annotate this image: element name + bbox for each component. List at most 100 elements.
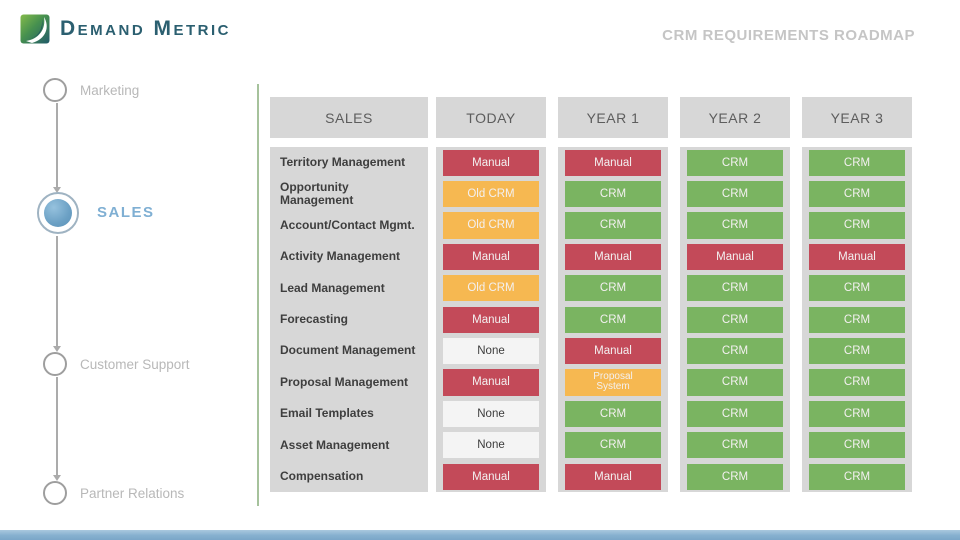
row-label: Document Management — [280, 343, 416, 358]
column-header-sales: SALES — [270, 97, 428, 138]
table-row-label-cell: Opportunity Management — [270, 178, 428, 209]
status-chip: None — [443, 400, 539, 427]
table-cell: None — [436, 398, 546, 429]
status-chip: CRM — [809, 432, 905, 459]
table-cell: Old CRM — [436, 178, 546, 209]
table-cell: CRM — [802, 335, 912, 366]
table-cell: CRM — [802, 367, 912, 398]
data-column-today: Manual Old CRM Old CRM Manual Old CRM Manual N… — [436, 147, 546, 493]
timeline-node-sales-dot — [44, 199, 72, 227]
data-column-year2: CRM CRM CRM Manual CRM CRM CRM CRM CRM CRM CRM — [680, 147, 790, 493]
table-cell: Manual — [802, 241, 912, 272]
timeline-label-marketing: Marketing — [80, 83, 140, 98]
status-chip: CRM — [809, 180, 905, 208]
table-cell: CRM — [680, 335, 790, 366]
page-title: CRM REQUIREMENTS ROADMAP — [662, 27, 915, 44]
status-chip: Manual — [443, 369, 539, 396]
table-cell: CRM — [558, 210, 668, 241]
status-chip: CRM — [809, 149, 905, 176]
status-chip: Old CRM — [443, 275, 539, 302]
status-chip: None — [443, 432, 539, 459]
status-chip: Manual — [565, 463, 661, 490]
table-cell: Manual — [436, 147, 546, 178]
status-chip: CRM — [809, 306, 905, 333]
status-chip: Manual — [687, 243, 783, 270]
table-cell: CRM — [680, 461, 790, 492]
table-cell: CRM — [802, 147, 912, 178]
row-labels-column: Territory Management Opportunity Manageme… — [270, 147, 428, 493]
vertical-divider-line — [257, 84, 259, 506]
status-chip: CRM — [687, 463, 783, 490]
status-chip: Proposal System — [565, 369, 661, 396]
table-cell: CRM — [558, 273, 668, 304]
brand-logo-text: Demand Metric — [60, 17, 231, 40]
status-chip: None — [443, 337, 539, 365]
status-chip: CRM — [809, 369, 905, 396]
column-header-year2: YEAR 2 — [680, 97, 790, 138]
table-cell: CRM — [680, 147, 790, 178]
brand-logo: Demand Metric — [20, 14, 231, 44]
row-label: Email Templates — [280, 406, 374, 421]
table-cell: CRM — [802, 461, 912, 492]
status-chip: CRM — [687, 432, 783, 459]
table-cell: CRM — [558, 304, 668, 335]
table-cell: Manual — [558, 335, 668, 366]
status-chip: Old CRM — [443, 212, 539, 239]
status-chip: CRM — [687, 149, 783, 176]
row-label: Lead Management — [280, 280, 385, 295]
status-chip: CRM — [565, 180, 661, 208]
status-chip: Manual — [443, 306, 539, 333]
row-label: Opportunity Management — [280, 179, 354, 208]
roadmap-table: SALES TODAY YEAR 1 YEAR 2 YEAR 3 Territo… — [270, 97, 912, 493]
timeline-connector — [53, 103, 61, 193]
timeline-connector — [53, 377, 61, 481]
table-row-label-cell: Compensation — [270, 461, 428, 492]
status-chip: Manual — [443, 149, 539, 176]
status-chip: CRM — [809, 275, 905, 302]
table-row-label-cell: Asset Management — [270, 430, 428, 461]
table-row-label-cell: Activity Management — [270, 241, 428, 272]
table-cell: CRM — [680, 398, 790, 429]
row-label: Activity Management — [280, 249, 401, 264]
timeline-node-partner-relations — [43, 481, 67, 505]
status-chip: Manual — [443, 463, 539, 490]
table-row-label-cell: Document Management — [270, 335, 428, 366]
data-column-year3: CRM CRM CRM Manual CRM CRM CRM CRM CRM CRM CRM — [802, 147, 912, 493]
status-chip: CRM — [687, 180, 783, 208]
table-row-label-cell: Email Templates — [270, 398, 428, 429]
table-cell: CRM — [802, 398, 912, 429]
table-row-label-cell: Territory Management — [270, 147, 428, 178]
status-chip: CRM — [565, 400, 661, 427]
table-cell: CRM — [558, 430, 668, 461]
table-cell: CRM — [802, 178, 912, 209]
table-cell: None — [436, 430, 546, 461]
table-row-label-cell: Lead Management — [270, 273, 428, 304]
column-header-today: TODAY — [436, 97, 546, 138]
status-chip: CRM — [809, 400, 905, 427]
table-cell: CRM — [680, 304, 790, 335]
status-chip: Manual — [809, 243, 905, 270]
row-label: Forecasting — [280, 312, 349, 327]
table-cell: CRM — [802, 210, 912, 241]
status-chip: Manual — [443, 243, 539, 270]
table-cell: CRM — [680, 273, 790, 304]
table-cell: Manual — [436, 304, 546, 335]
timeline-connector — [53, 236, 61, 352]
row-label: Proposal Management — [280, 374, 409, 389]
row-label: Territory Management — [280, 155, 406, 170]
row-label: Compensation — [280, 469, 364, 483]
table-cell: Manual — [558, 147, 668, 178]
table-cell: Old CRM — [436, 273, 546, 304]
table-cell: Manual — [436, 461, 546, 492]
table-header-row: SALES TODAY YEAR 1 YEAR 2 YEAR 3 — [270, 97, 912, 138]
brand-logo-icon — [20, 14, 50, 44]
table-body: Territory Management Opportunity Manageme… — [270, 147, 912, 493]
row-label: Asset Management — [280, 437, 390, 452]
table-cell: Manual — [558, 241, 668, 272]
status-chip: CRM — [565, 432, 661, 459]
status-chip: CRM — [809, 212, 905, 239]
status-chip: CRM — [687, 400, 783, 427]
status-chip: CRM — [809, 463, 905, 490]
table-cell: Manual — [436, 367, 546, 398]
